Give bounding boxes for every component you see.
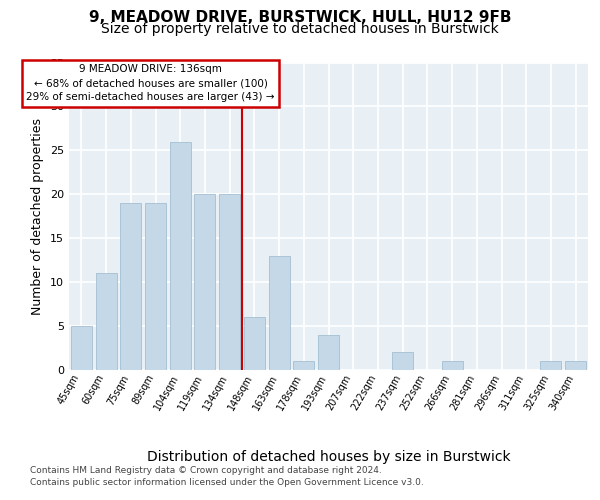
Text: Size of property relative to detached houses in Burstwick: Size of property relative to detached ho… (101, 22, 499, 36)
Bar (170, 142, 191, 370)
Bar (318, 335, 339, 370)
Text: 9 MEADOW DRIVE: 136sqm
← 68% of detached houses are smaller (100)
29% of semi-de: 9 MEADOW DRIVE: 136sqm ← 68% of detached… (26, 64, 275, 102)
Bar (293, 361, 314, 370)
Text: Contains HM Land Registry data © Crown copyright and database right 2024.: Contains HM Land Registry data © Crown c… (30, 466, 382, 475)
Bar (244, 318, 265, 370)
Text: Distribution of detached houses by size in Burstwick: Distribution of detached houses by size … (147, 450, 511, 464)
Bar (120, 203, 141, 370)
Bar (392, 352, 413, 370)
Bar (71, 326, 92, 370)
Bar (269, 256, 290, 370)
Bar (145, 203, 166, 370)
Bar (219, 194, 240, 370)
Text: Contains public sector information licensed under the Open Government Licence v3: Contains public sector information licen… (30, 478, 424, 487)
Bar (541, 361, 562, 370)
Y-axis label: Number of detached properties: Number of detached properties (31, 118, 44, 315)
Bar (442, 361, 463, 370)
Bar (194, 194, 215, 370)
Bar (565, 361, 586, 370)
Bar (95, 274, 116, 370)
Text: 9, MEADOW DRIVE, BURSTWICK, HULL, HU12 9FB: 9, MEADOW DRIVE, BURSTWICK, HULL, HU12 9… (89, 10, 511, 25)
